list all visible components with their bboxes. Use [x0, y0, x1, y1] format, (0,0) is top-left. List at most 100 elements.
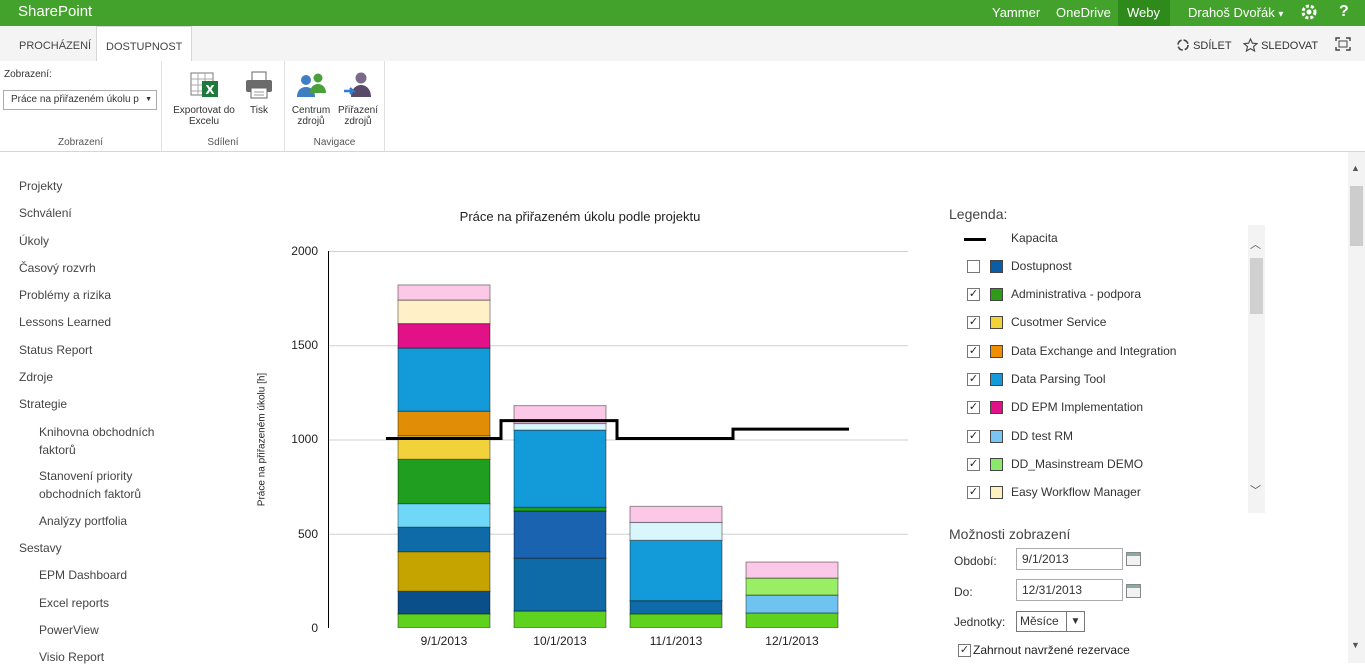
y-tick-label: 1500 — [291, 338, 318, 352]
bar-segment — [629, 539, 723, 602]
follow-button[interactable]: SLEDOVAT — [1242, 37, 1318, 53]
help-icon[interactable]: ? — [1339, 3, 1349, 20]
chevron-down-icon[interactable]: ▼ — [1066, 612, 1084, 631]
units-select[interactable]: Měsíce — [1016, 611, 1085, 632]
bar-segment — [397, 410, 491, 437]
export-excel-button[interactable]: X Exportovat do Excelu — [166, 69, 242, 127]
legend-checkbox[interactable]: ✓ — [967, 345, 980, 358]
nav-business-drivers-library[interactable]: Knihovna obchodních faktorů — [39, 423, 154, 459]
page-scrollbar[interactable] — [1348, 152, 1365, 663]
legend-swatch — [990, 288, 1003, 301]
bar-segment — [397, 299, 491, 325]
user-menu[interactable]: Drahoš Dvořák ▾ — [1188, 5, 1283, 20]
printer-icon — [246, 71, 272, 99]
nav-strategy[interactable]: Strategie — [19, 397, 68, 411]
ribbon: Zobrazení: Práce na přiřazeném úkolu p ▼… — [0, 61, 1365, 152]
sharepoint-brand-link[interactable]: SharePoint — [18, 3, 93, 20]
nav-excel-reports[interactable]: Excel reports — [39, 596, 110, 610]
legend-item-label: DD_Masinstream DEMO — [1011, 457, 1144, 471]
legend-item: ✓ DD_Masinstream DEMO — [949, 455, 1249, 475]
legend-item-label: Kapacita — [1011, 231, 1058, 245]
chevron-up-icon[interactable]: ▲ — [1351, 163, 1360, 173]
nav-lessons-learned[interactable]: Lessons Learned — [19, 315, 112, 329]
ribbon-tab-bar: PROCHÁZENÍ DOSTUPNOST SDÍLET SLEDOVAT — [0, 26, 1365, 62]
calendar-icon[interactable] — [1126, 584, 1141, 598]
display-options-title: Možnosti zobrazení — [949, 526, 1071, 542]
legend-item-label: DD test RM — [1011, 429, 1074, 443]
legend-item: ✓ DD test RM — [949, 427, 1249, 447]
yammer-link[interactable]: Yammer — [992, 5, 1041, 20]
svg-text:X: X — [205, 83, 215, 97]
nav-resources[interactable]: Zdroje — [19, 370, 54, 384]
legend-checkbox[interactable] — [967, 260, 980, 273]
legend-item-label: Dostupnost — [1011, 259, 1072, 273]
legend-checkbox[interactable]: ✓ — [967, 458, 980, 471]
y-tick-label: 1000 — [291, 432, 318, 446]
focus-content-icon[interactable] — [1335, 37, 1351, 54]
chevron-down-icon[interactable]: ▼ — [1351, 640, 1360, 650]
nav-portfolio-analyses[interactable]: Analýzy portfolia — [39, 514, 128, 528]
resource-center-icon — [297, 73, 326, 97]
bar-segment — [397, 502, 491, 528]
group-label-share: Sdílení — [207, 137, 239, 148]
ribbon-group-share: X Exportovat do Excelu Tisk Sdílení — [162, 61, 285, 151]
nav-status-report[interactable]: Status Report — [19, 343, 93, 357]
bar-segment — [397, 551, 491, 592]
bar-segment — [745, 612, 839, 628]
view-select[interactable]: Práce na přiřazeném úkolu p ▼ — [3, 90, 157, 110]
calendar-icon[interactable] — [1126, 552, 1141, 566]
resource-center-button[interactable]: Centrum zdrojů — [289, 69, 333, 127]
legend-checkbox[interactable]: ✓ — [967, 316, 980, 329]
include-proposed-checkbox[interactable]: ✓ — [958, 644, 971, 657]
nav-driver-prioritization-line2: obchodních faktorů — [39, 487, 142, 501]
chevron-down-icon[interactable]: ﹀ — [1250, 485, 1261, 497]
capacity-line — [386, 419, 849, 441]
nav-reports[interactable]: Sestavy — [19, 541, 62, 555]
chart-plot-area — [328, 251, 908, 628]
x-tick-label: 11/1/2013 — [649, 634, 703, 648]
nav-tasks[interactable]: Úkoly — [19, 234, 50, 248]
star-icon — [1242, 37, 1259, 53]
legend-checkbox[interactable]: ✓ — [967, 486, 980, 499]
nav-timesheet[interactable]: Časový rozvrh — [19, 261, 96, 275]
nav-epm-dashboard[interactable]: EPM Dashboard — [39, 568, 128, 582]
bar-segment — [513, 429, 607, 508]
tab-browse[interactable]: PROCHÁZENÍ — [19, 40, 92, 52]
bar-segment — [629, 505, 723, 524]
nav-issues-risks[interactable]: Problémy a rizika — [19, 288, 112, 302]
bar-segment — [629, 521, 723, 541]
onedrive-link[interactable]: OneDrive — [1056, 5, 1111, 20]
legend-checkbox[interactable]: ✓ — [967, 373, 980, 386]
tab-availability[interactable]: DOSTUPNOST — [96, 26, 193, 62]
share-button[interactable]: SDÍLET — [1176, 38, 1232, 52]
to-label: Do: — [954, 585, 973, 599]
legend-checkbox[interactable]: ✓ — [967, 401, 980, 414]
resource-center-label-2: zdrojů — [297, 116, 325, 127]
nav-visio-report[interactable]: Visio Report — [39, 650, 105, 664]
legend-swatch — [990, 260, 1003, 273]
legend-swatch — [990, 316, 1003, 329]
period-start-input[interactable]: 9/1/2013 — [1016, 548, 1123, 570]
chevron-up-icon[interactable]: ︿ — [1250, 239, 1261, 251]
period-end-input[interactable]: 12/31/2013 — [1016, 579, 1123, 601]
legend-checkbox[interactable]: ✓ — [967, 288, 980, 301]
x-tick-label: 9/1/2013 — [420, 634, 468, 648]
print-label: Tisk — [250, 105, 268, 116]
bar-segment — [513, 557, 607, 612]
resource-assignments-button[interactable]: Přiřazení zdrojů — [335, 69, 381, 127]
bar-segment — [629, 613, 723, 628]
print-button[interactable]: Tisk — [242, 69, 276, 116]
bar-segment — [745, 577, 839, 596]
weby-link[interactable]: Weby — [1127, 5, 1160, 20]
legend-item-capacity: Kapacita — [949, 229, 1249, 249]
legend-checkbox[interactable]: ✓ — [967, 430, 980, 443]
nav-projects[interactable]: Projekty — [19, 179, 63, 193]
nav-driver-prioritization[interactable]: Stanovení priority obchodních faktorů — [39, 467, 141, 503]
page-scrollbar-thumb[interactable] — [1350, 186, 1363, 246]
nav-approvals[interactable]: Schválení — [19, 206, 72, 220]
legend-scrollbar-thumb[interactable] — [1250, 258, 1263, 314]
nav-powerview[interactable]: PowerView — [39, 623, 99, 637]
legend-item: ✓ Data Parsing Tool — [949, 370, 1249, 390]
gear-icon[interactable] — [1300, 3, 1318, 26]
ribbon-group-view: Zobrazení: Práce na přiřazeném úkolu p ▼… — [0, 61, 162, 151]
